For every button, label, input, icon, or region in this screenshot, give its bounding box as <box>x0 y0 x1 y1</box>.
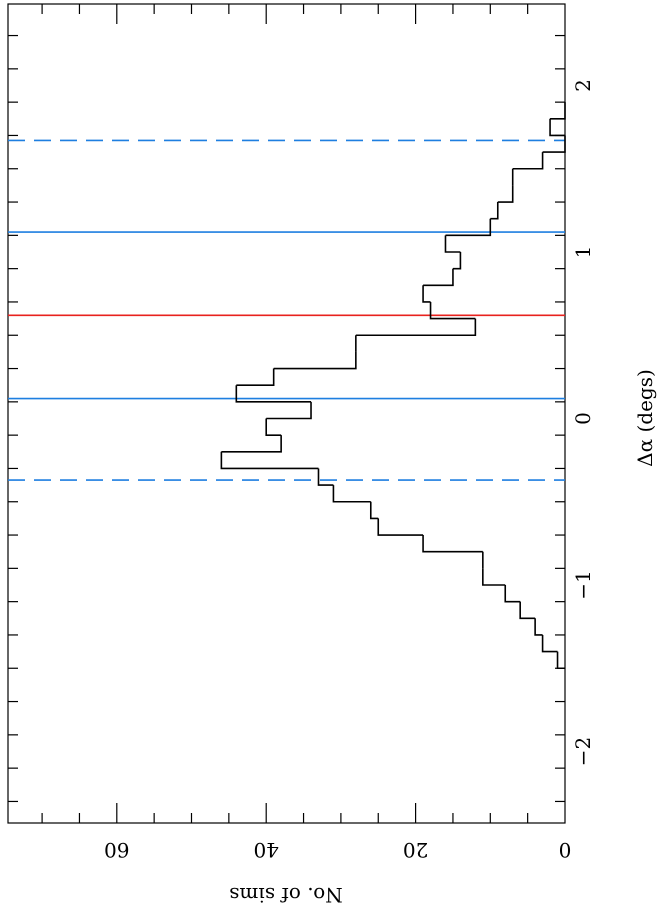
histogram-bar <box>497 185 514 203</box>
x-tick-label: −2 <box>571 737 595 766</box>
histogram-bar <box>445 218 492 237</box>
histogram-bar <box>355 318 477 337</box>
x-tick-label: 1 <box>571 246 595 259</box>
y-tick-label: 60 <box>104 838 129 862</box>
histogram-bar <box>220 451 319 470</box>
histogram-bar <box>556 651 565 670</box>
histogram-bar <box>482 568 506 586</box>
y-tick-label: 40 <box>253 838 278 862</box>
histogram-bars <box>220 102 566 670</box>
histogram-bar <box>549 118 565 137</box>
histogram-bar <box>332 485 371 503</box>
histogram-bar <box>444 235 461 253</box>
axis-ticks <box>8 4 565 823</box>
reference-lines <box>8 139 565 481</box>
histogram-bar <box>519 601 536 620</box>
x-tick-label: −1 <box>571 570 595 599</box>
histogram-bar <box>377 518 424 536</box>
histogram-bar <box>422 535 483 553</box>
histogram-bar <box>490 202 499 220</box>
histogram-bar <box>504 585 521 603</box>
histogram-bar <box>541 634 558 653</box>
x-tick-label: 0 <box>571 412 595 425</box>
histogram-bar <box>550 102 566 120</box>
histogram-bar <box>542 135 566 153</box>
x-tick-label: 2 <box>571 79 595 92</box>
histogram-bar <box>266 401 312 420</box>
histogram-bar <box>452 252 462 270</box>
histogram-bar <box>221 435 282 453</box>
y-axis-label: No. of sims <box>229 883 343 907</box>
plot-frame <box>7 3 566 824</box>
y-tick-label: 0 <box>559 838 572 862</box>
histogram-bar <box>235 385 312 403</box>
histogram-bar <box>422 285 431 303</box>
histogram-bar <box>429 301 476 320</box>
histogram-bar <box>236 368 275 386</box>
histogram-bar <box>512 152 544 170</box>
histogram-bar <box>273 351 357 370</box>
histogram-bar <box>534 618 543 636</box>
histogram-bar <box>423 268 454 287</box>
histogram-bar <box>265 418 282 436</box>
histogram-bar <box>317 468 334 486</box>
histogram-bar <box>369 501 379 520</box>
y-tick-label: 20 <box>403 838 428 862</box>
x-axis-label: Δα (degs) <box>633 369 657 467</box>
